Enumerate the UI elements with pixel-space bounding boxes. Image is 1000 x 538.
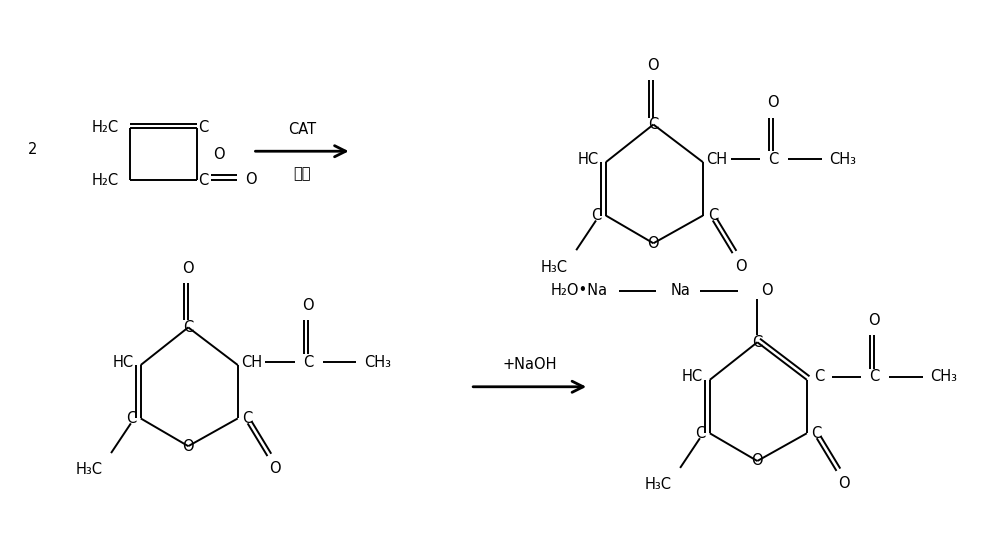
Text: H₃C: H₃C: [645, 477, 672, 492]
Text: O: O: [648, 236, 659, 251]
Text: Na: Na: [670, 284, 690, 298]
Text: O: O: [761, 284, 773, 298]
Text: C: C: [695, 426, 705, 441]
Text: C: C: [812, 426, 822, 441]
Text: C: C: [303, 355, 313, 370]
Text: C: C: [815, 370, 825, 384]
Text: O: O: [839, 476, 850, 491]
Text: 2: 2: [28, 141, 38, 157]
Text: O: O: [752, 454, 763, 469]
Text: H₂O•Na: H₂O•Na: [551, 284, 608, 298]
Text: HC: HC: [578, 152, 599, 167]
Text: O: O: [735, 259, 746, 273]
Text: O: O: [245, 173, 256, 187]
Text: O: O: [182, 260, 194, 275]
Text: H₃C: H₃C: [76, 462, 103, 477]
Text: C: C: [591, 208, 601, 223]
Text: C: C: [243, 411, 253, 426]
Text: C: C: [708, 208, 718, 223]
Text: HC: HC: [681, 370, 703, 384]
Text: C: C: [126, 411, 136, 426]
Text: CH₃: CH₃: [364, 355, 391, 370]
Text: CH₃: CH₃: [930, 370, 957, 384]
Text: +NaOH: +NaOH: [502, 357, 557, 372]
Text: H₂C: H₂C: [92, 173, 119, 188]
Text: H₃C: H₃C: [541, 259, 568, 274]
Text: C: C: [198, 173, 208, 188]
Text: O: O: [648, 58, 659, 73]
Text: O: O: [767, 95, 779, 110]
Text: 甲苯: 甲苯: [293, 166, 311, 181]
Text: C: C: [198, 120, 208, 135]
Text: C: C: [648, 117, 659, 132]
Text: O: O: [868, 313, 880, 328]
Text: H₂C: H₂C: [92, 120, 119, 135]
Text: CH₃: CH₃: [829, 152, 856, 167]
Text: HC: HC: [112, 355, 133, 370]
Text: O: O: [270, 462, 281, 477]
Text: CAT: CAT: [288, 122, 316, 137]
Text: CH: CH: [241, 355, 262, 370]
Text: O: O: [302, 298, 314, 313]
Text: C: C: [869, 370, 879, 384]
Text: O: O: [182, 438, 194, 454]
Text: C: C: [768, 152, 778, 167]
Text: CH: CH: [706, 152, 727, 167]
Text: O: O: [213, 147, 225, 162]
Text: C: C: [183, 320, 193, 335]
Text: C: C: [752, 335, 762, 350]
